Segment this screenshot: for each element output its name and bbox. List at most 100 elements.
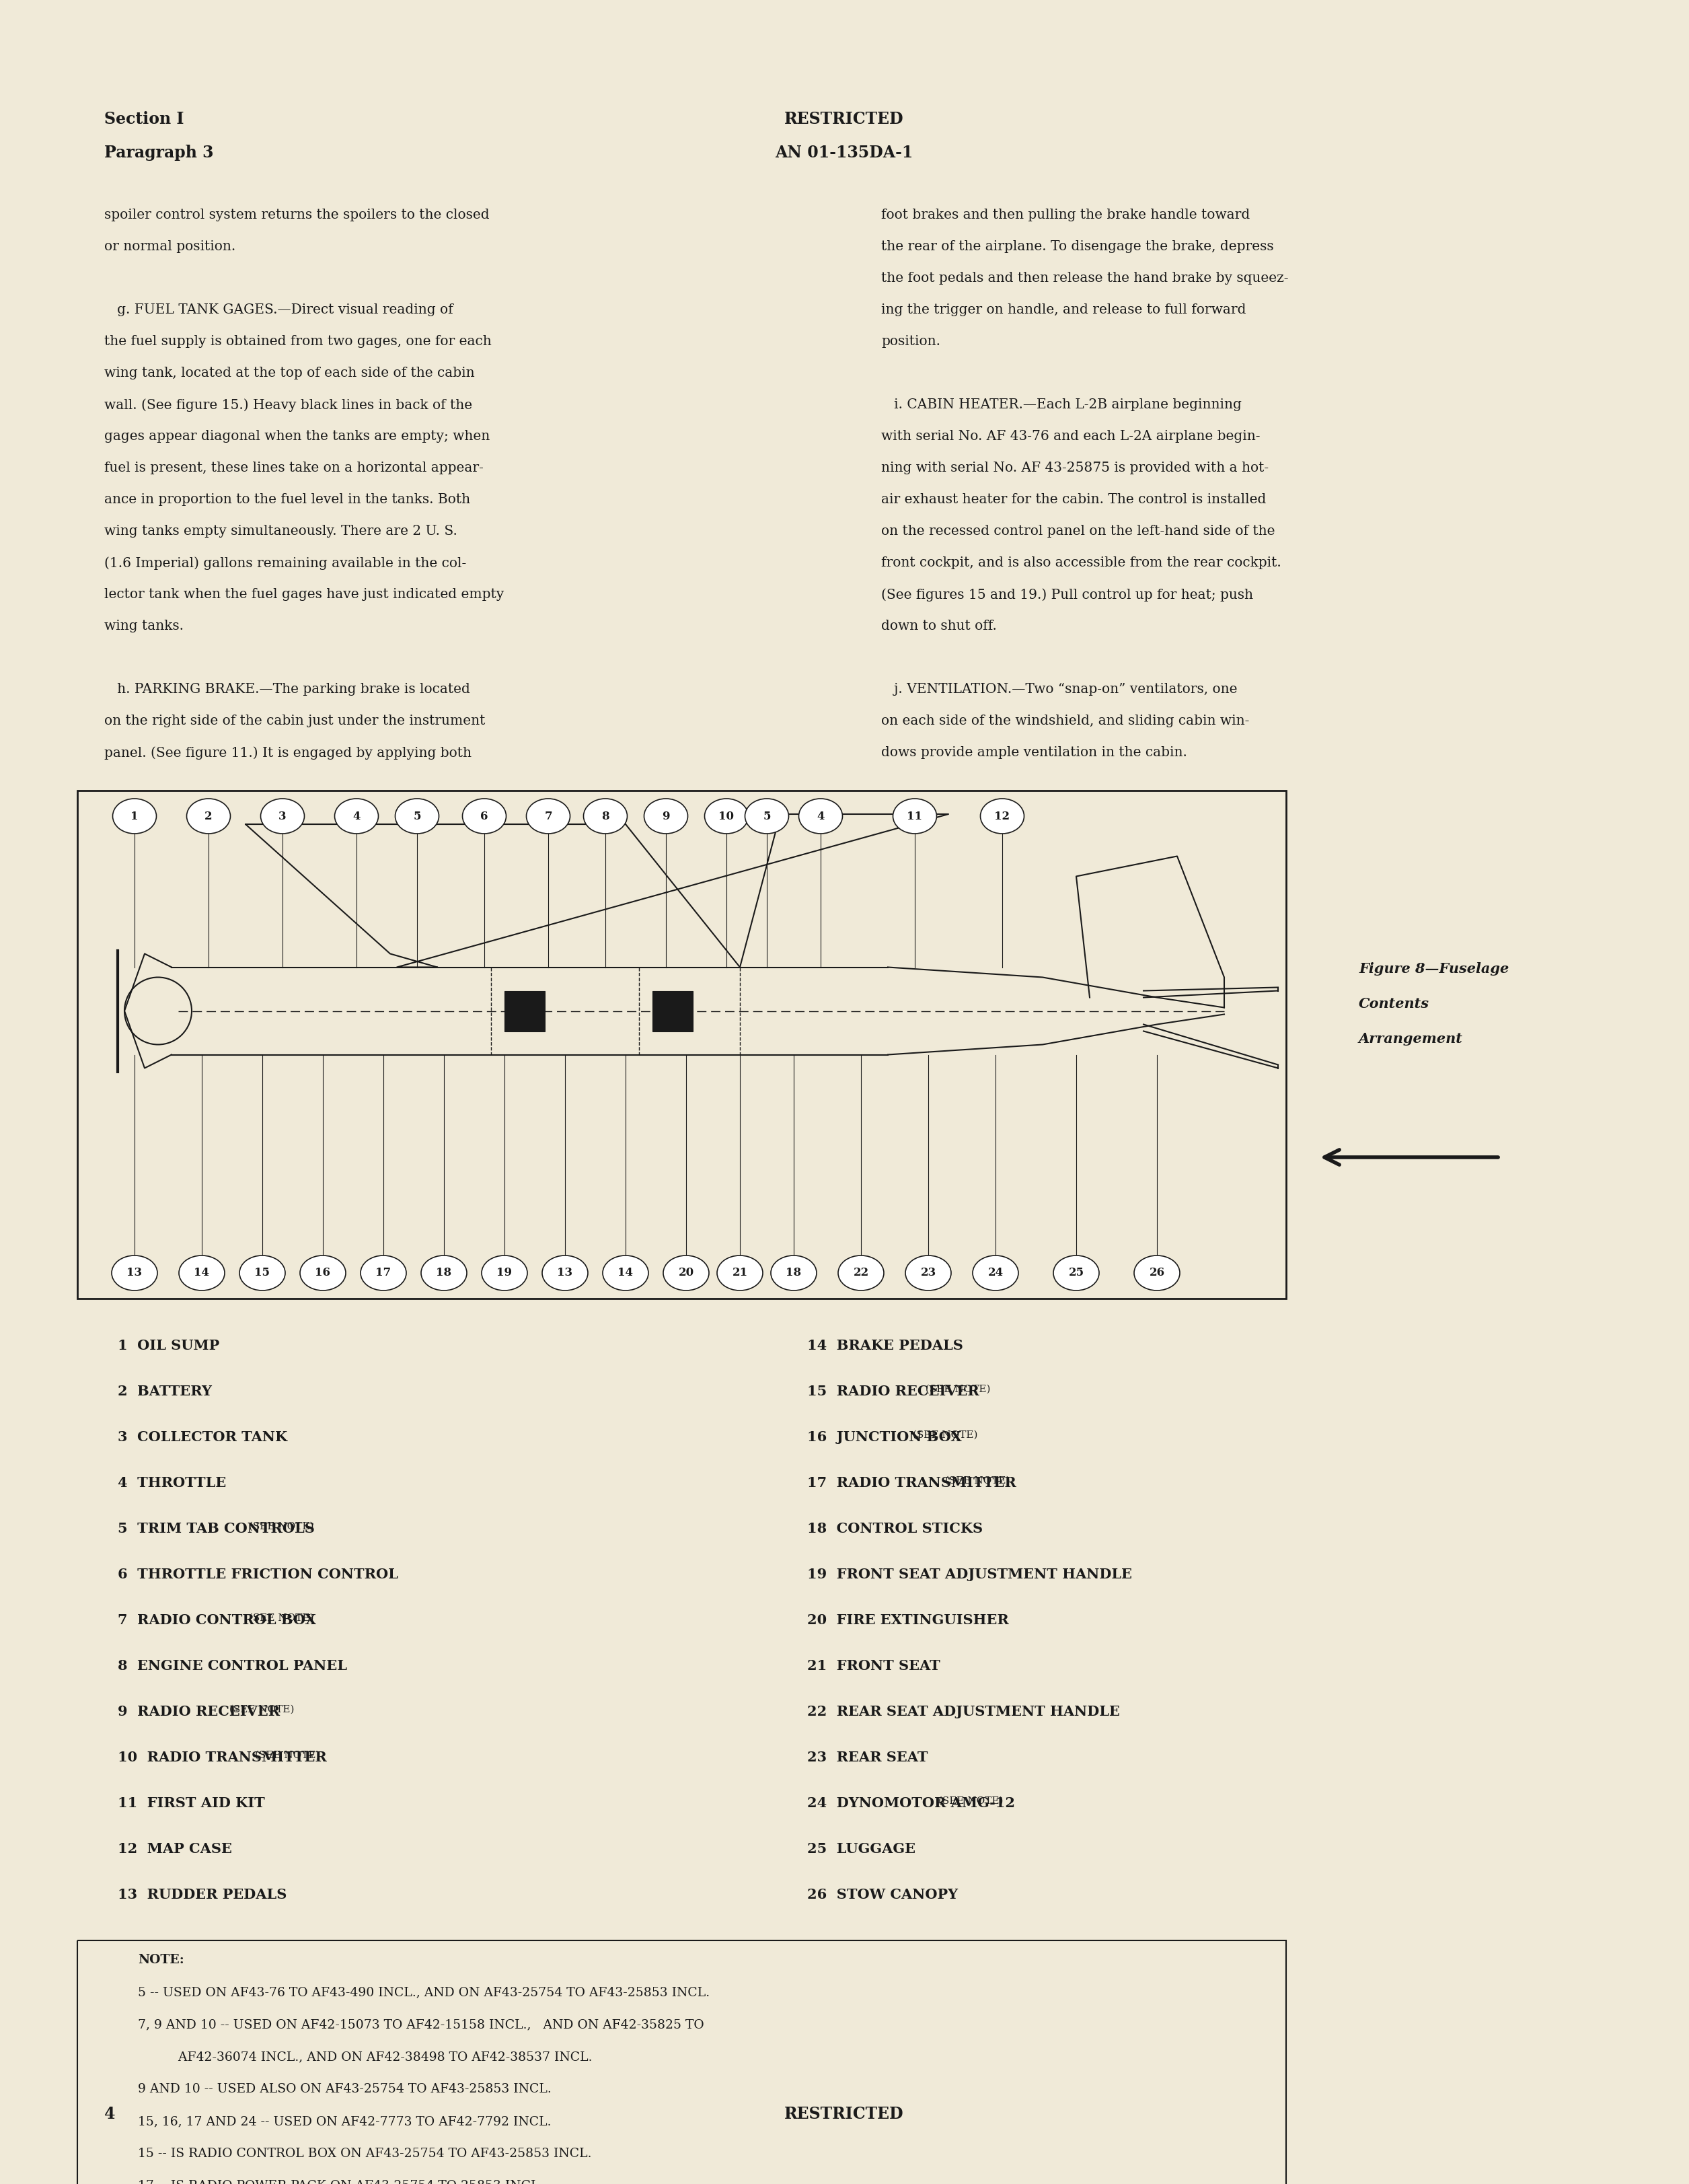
Ellipse shape (905, 1256, 951, 1291)
Ellipse shape (718, 1256, 763, 1291)
Text: 12: 12 (995, 810, 1010, 821)
Bar (505, 992, 546, 1031)
Text: 14  BRAKE PEDALS: 14 BRAKE PEDALS (807, 1339, 963, 1352)
Text: Contents: Contents (1358, 998, 1429, 1011)
Ellipse shape (745, 799, 789, 834)
Text: dows provide ample ventilation in the cabin.: dows provide ample ventilation in the ca… (882, 747, 1187, 760)
Text: foot brakes and then pulling the brake handle toward: foot brakes and then pulling the brake h… (882, 210, 1250, 221)
Text: with serial No. AF 43-76 and each L-2A airplane begin-: with serial No. AF 43-76 and each L-2A a… (882, 430, 1260, 443)
Text: 15  RADIO RECEIVER: 15 RADIO RECEIVER (807, 1385, 980, 1398)
Text: (SEE NOTE): (SEE NOTE) (245, 1522, 314, 1531)
Text: 13: 13 (557, 1267, 573, 1278)
Text: 21  FRONT SEAT: 21 FRONT SEAT (807, 1660, 941, 1673)
Text: position.: position. (882, 334, 941, 347)
Ellipse shape (1054, 1256, 1100, 1291)
Text: 4: 4 (817, 810, 824, 821)
Ellipse shape (527, 799, 571, 834)
Text: Paragraph 3: Paragraph 3 (105, 144, 213, 162)
Text: wall. (See figure 15.) Heavy black lines in back of the: wall. (See figure 15.) Heavy black lines… (105, 397, 473, 411)
Text: 24  DYNOMOTOR AMG-12: 24 DYNOMOTOR AMG-12 (807, 1797, 1015, 1811)
Ellipse shape (260, 799, 304, 834)
Text: 18: 18 (436, 1267, 451, 1278)
Text: 16  JUNCTION BOX: 16 JUNCTION BOX (807, 1431, 961, 1444)
Text: wing tanks.: wing tanks. (105, 620, 184, 633)
Text: AF42-36074 INCL., AND ON AF42-38498 TO AF42-38537 INCL.: AF42-36074 INCL., AND ON AF42-38498 TO A… (138, 2051, 593, 2064)
Ellipse shape (980, 799, 1024, 834)
Text: 5  TRIM TAB CONTROLS: 5 TRIM TAB CONTROLS (118, 1522, 314, 1535)
Text: spoiler control system returns the spoilers to the closed: spoiler control system returns the spoil… (105, 210, 490, 221)
Ellipse shape (893, 799, 937, 834)
Text: gages appear diagonal when the tanks are empty; when: gages appear diagonal when the tanks are… (105, 430, 490, 443)
Text: 1: 1 (130, 810, 138, 821)
Text: 5: 5 (414, 810, 421, 821)
Text: h. PARKING BRAKE.—The parking brake is located: h. PARKING BRAKE.—The parking brake is l… (105, 684, 470, 697)
Text: (SEE NOTE): (SEE NOTE) (936, 1797, 1003, 1806)
Ellipse shape (542, 1256, 588, 1291)
Text: on the recessed control panel on the left-hand side of the: on the recessed control panel on the lef… (882, 524, 1275, 537)
Text: 13  RUDDER PEDALS: 13 RUDDER PEDALS (118, 1887, 287, 1902)
Ellipse shape (973, 1256, 1018, 1291)
Text: 23  REAR SEAT: 23 REAR SEAT (807, 1752, 927, 1765)
Text: (SEE NOTE): (SEE NOTE) (226, 1706, 294, 1714)
Text: Figure 8—Fuselage: Figure 8—Fuselage (1358, 963, 1508, 976)
Ellipse shape (770, 1256, 816, 1291)
Text: 23: 23 (921, 1267, 936, 1278)
Text: 17 -- IS RADIO POWER PACK ON AF43-25754 TO 25853 INCL.: 17 -- IS RADIO POWER PACK ON AF43-25754 … (138, 2180, 544, 2184)
Text: 20  FIRE EXTINGUISHER: 20 FIRE EXTINGUISHER (807, 1614, 1008, 1627)
Text: 9: 9 (662, 810, 671, 821)
Text: 9  RADIO RECEIVER: 9 RADIO RECEIVER (118, 1706, 280, 1719)
Ellipse shape (360, 1256, 407, 1291)
Text: Section I: Section I (105, 111, 184, 127)
Bar (652, 992, 692, 1031)
Text: 2: 2 (204, 810, 213, 821)
Text: NOTE:: NOTE: (138, 1955, 184, 1966)
Text: 25  LUGGAGE: 25 LUGGAGE (807, 1841, 915, 1856)
Text: 14: 14 (194, 1267, 209, 1278)
Text: g. FUEL TANK GAGES.—Direct visual reading of: g. FUEL TANK GAGES.—Direct visual readin… (105, 304, 453, 317)
Text: 19: 19 (497, 1267, 512, 1278)
Text: 4  THROTTLE: 4 THROTTLE (118, 1476, 226, 1489)
Ellipse shape (463, 799, 507, 834)
Bar (78, 1939, 1285, 2184)
Ellipse shape (603, 1256, 649, 1291)
Text: lector tank when the fuel gages have just indicated empty: lector tank when the fuel gages have jus… (105, 587, 503, 601)
Ellipse shape (395, 799, 439, 834)
Text: (SEE NOTE): (SEE NOTE) (909, 1431, 978, 1439)
Text: i. CABIN HEATER.—Each L-2B airplane beginning: i. CABIN HEATER.—Each L-2B airplane begi… (882, 397, 1241, 411)
Text: ing the trigger on handle, and release to full forward: ing the trigger on handle, and release t… (882, 304, 1246, 317)
Ellipse shape (111, 1256, 157, 1291)
Ellipse shape (301, 1256, 346, 1291)
Ellipse shape (481, 1256, 527, 1291)
Ellipse shape (664, 1256, 709, 1291)
Text: 22: 22 (853, 1267, 868, 1278)
Text: 15, 16, 17 AND 24 -- USED ON AF42-7773 TO AF42-7792 INCL.: 15, 16, 17 AND 24 -- USED ON AF42-7773 T… (138, 2116, 551, 2127)
Text: 7: 7 (544, 810, 552, 821)
Text: 24: 24 (988, 1267, 1003, 1278)
Text: fuel is present, these lines take on a horizontal appear-: fuel is present, these lines take on a h… (105, 461, 483, 474)
Text: air exhaust heater for the cabin. The control is installed: air exhaust heater for the cabin. The co… (882, 494, 1267, 507)
Text: 3: 3 (279, 810, 287, 821)
Ellipse shape (1133, 1256, 1181, 1291)
Text: RESTRICTED: RESTRICTED (784, 2105, 904, 2123)
Text: 13: 13 (127, 1267, 142, 1278)
Ellipse shape (421, 1256, 466, 1291)
Text: 7  RADIO CONTROL BOX: 7 RADIO CONTROL BOX (118, 1614, 316, 1627)
Text: down to shut off.: down to shut off. (882, 620, 997, 633)
Text: 18: 18 (785, 1267, 802, 1278)
Bar (78, 791, 1285, 1299)
Text: 8: 8 (601, 810, 610, 821)
Ellipse shape (799, 799, 843, 834)
Ellipse shape (838, 1256, 883, 1291)
Text: the fuel supply is obtained from two gages, one for each: the fuel supply is obtained from two gag… (105, 334, 491, 347)
Ellipse shape (704, 799, 748, 834)
Text: 21: 21 (731, 1267, 748, 1278)
Text: 4: 4 (105, 2105, 115, 2123)
Text: 25: 25 (1069, 1267, 1084, 1278)
Text: 15: 15 (255, 1267, 270, 1278)
Text: 22  REAR SEAT ADJUSTMENT HANDLE: 22 REAR SEAT ADJUSTMENT HANDLE (807, 1706, 1120, 1719)
Text: (1.6 Imperial) gallons remaining available in the col-: (1.6 Imperial) gallons remaining availab… (105, 557, 466, 570)
Text: 10: 10 (720, 810, 735, 821)
Text: wing tanks empty simultaneously. There are 2 U. S.: wing tanks empty simultaneously. There a… (105, 524, 458, 537)
Text: 17: 17 (375, 1267, 392, 1278)
Ellipse shape (334, 799, 378, 834)
